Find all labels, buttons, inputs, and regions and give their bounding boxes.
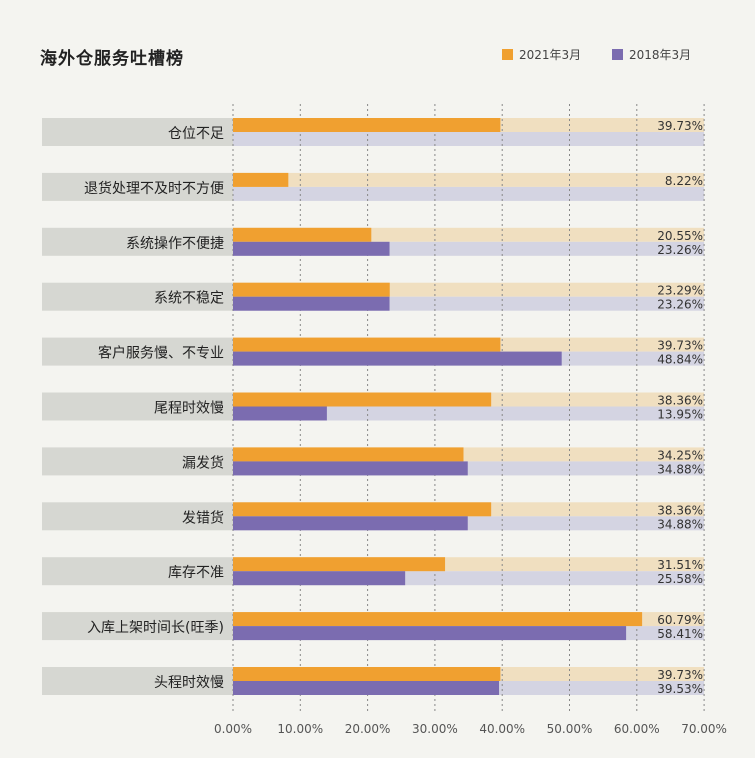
data-label-2018: 48.84%: [657, 353, 703, 367]
category-label: 入库上架时间长(旺季): [87, 620, 224, 636]
category-band: [42, 227, 233, 256]
category-band: [42, 612, 233, 641]
bar-2021: [233, 557, 446, 572]
legend-label-2021: 2021年3月: [519, 48, 582, 62]
data-label-2021: 39.73%: [657, 119, 703, 133]
bar-2018: [233, 571, 406, 586]
data-label-2021: 38.36%: [657, 394, 703, 408]
bar-2021: [233, 337, 501, 352]
data-label-2018: 34.88%: [657, 462, 703, 476]
category-label: 退货处理不及时不方便: [84, 180, 224, 197]
x-tick-label: 30.00%: [412, 722, 458, 736]
category-band: [42, 447, 233, 476]
bar-2018: [233, 351, 562, 366]
bar-2021: [233, 667, 501, 681]
legend-item-2018: 2018年3月: [612, 46, 691, 63]
category-label: 系统操作不便捷: [126, 236, 224, 252]
data-label-2018: 25.58%: [657, 572, 703, 586]
bar-2018: [233, 406, 327, 421]
x-tick-label: 70.00%: [681, 722, 727, 736]
category-label: 尾程时效慢: [154, 400, 224, 417]
data-label-2021: 60.79%: [657, 613, 703, 627]
data-label-2021: 23.29%: [657, 284, 703, 298]
category-label: 仓位不足: [168, 126, 224, 142]
bar-2021: [233, 502, 492, 517]
data-label-2021: 34.25%: [657, 448, 703, 462]
category-band: [42, 502, 233, 531]
data-label-2018: 23.26%: [657, 243, 703, 257]
bar-2018: [233, 461, 468, 476]
bar-2018: [233, 681, 500, 695]
x-tick-label: 40.00%: [479, 722, 525, 736]
legend-label-2018: 2018年3月: [629, 48, 692, 62]
bar-2021: [233, 227, 372, 242]
bar-2021: [233, 447, 464, 462]
bar-2018: [233, 626, 627, 641]
bar-track-2021: [233, 172, 705, 187]
category-band: [42, 667, 233, 695]
category-band: [42, 118, 233, 146]
bar-track-2018: [233, 132, 705, 146]
x-tick-label: 60.00%: [614, 722, 660, 736]
data-label-2021: 39.73%: [657, 668, 703, 682]
x-tick-label: 0.00%: [214, 722, 252, 736]
legend-item-2021: 2021年3月: [502, 46, 581, 63]
bar-2021: [233, 172, 289, 187]
category-band: [42, 337, 233, 366]
bar-2021: [233, 118, 501, 132]
bar-2018: [233, 241, 390, 256]
category-label: 客户服务慢、不专业: [98, 345, 224, 362]
data-label-2018: 39.53%: [657, 682, 703, 696]
data-label-2018: 23.26%: [657, 298, 703, 312]
category-label: 库存不准: [168, 565, 224, 581]
bar-2018: [233, 296, 390, 311]
data-label-2018: 58.41%: [657, 627, 703, 641]
data-label-2018: 13.95%: [657, 408, 703, 422]
bar-2021: [233, 282, 390, 297]
category-band: [42, 172, 233, 201]
bar-track-2018: [233, 406, 705, 421]
bar-2021: [233, 392, 492, 407]
category-band: [42, 557, 233, 586]
data-label-2021: 20.55%: [657, 229, 703, 243]
legend-swatch-2021: [502, 49, 513, 60]
x-tick-label: 10.00%: [277, 722, 323, 736]
category-label: 漏发货: [182, 454, 224, 471]
x-tick-label: 20.00%: [345, 722, 391, 736]
category-label: 头程时效慢: [154, 674, 224, 691]
data-label-2021: 38.36%: [657, 503, 703, 517]
category-label: 系统不稳定: [154, 291, 224, 307]
data-label-2021: 31.51%: [657, 558, 703, 572]
chart-title: 海外仓服务吐槽榜: [40, 49, 184, 69]
bar-2018: [233, 516, 468, 531]
category-band: [42, 282, 233, 311]
data-label-2018: 34.88%: [657, 517, 703, 531]
legend-swatch-2018: [612, 49, 623, 60]
data-label-2021: 8.22%: [665, 174, 703, 188]
bar-2021: [233, 612, 643, 627]
category-band: [42, 392, 233, 421]
x-tick-label: 50.00%: [547, 722, 593, 736]
bar-track-2018: [233, 186, 705, 201]
data-label-2021: 39.73%: [657, 339, 703, 353]
category-label: 发错货: [182, 509, 224, 526]
